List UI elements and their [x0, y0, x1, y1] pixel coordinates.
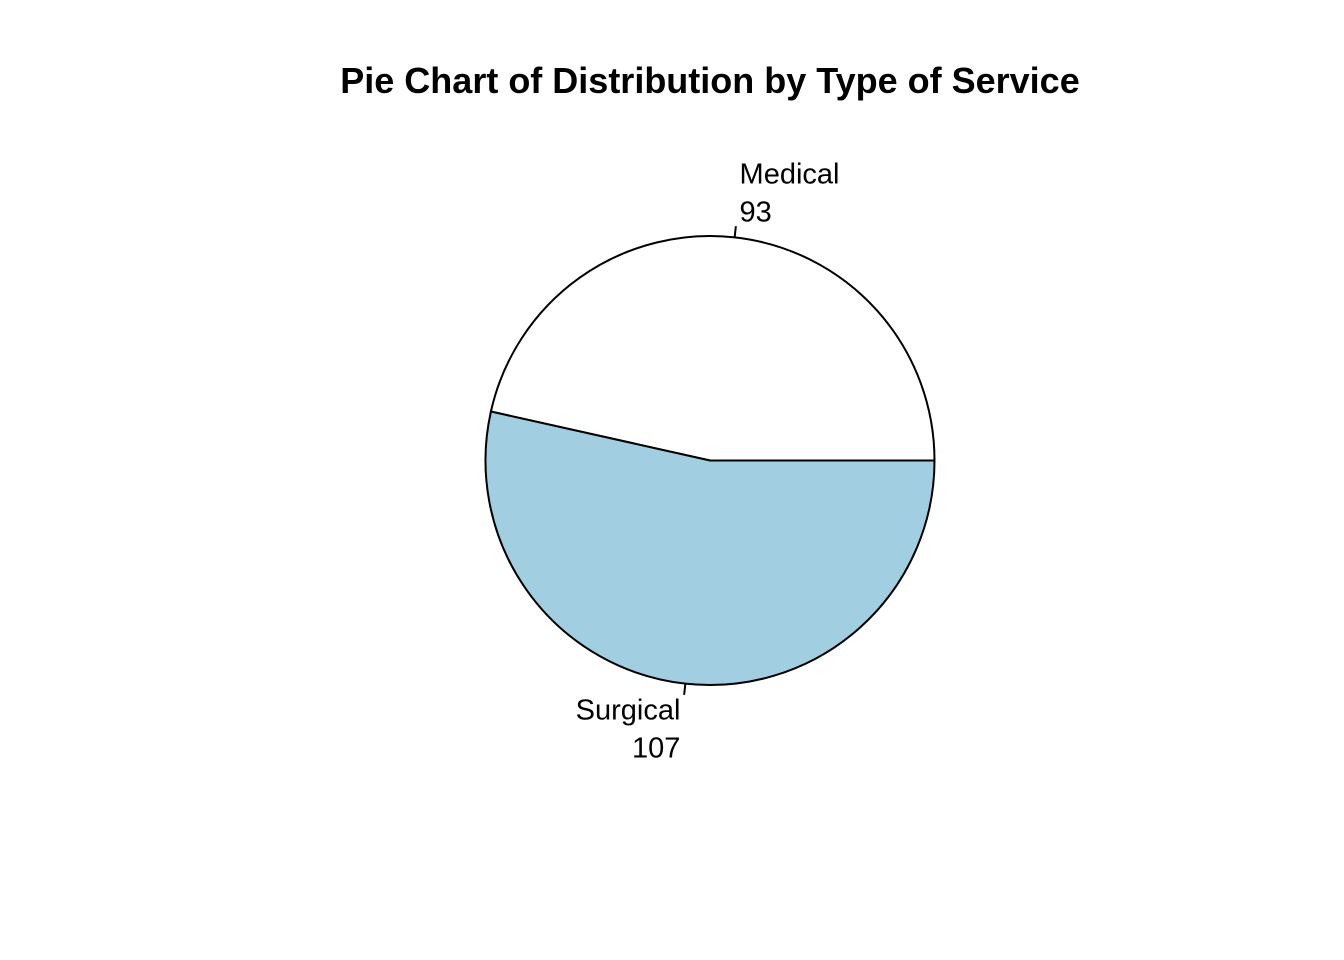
leader-line-surgical [683, 683, 687, 695]
slice-label-medical: Medical [740, 159, 840, 191]
pie-slice-surgical [484, 410, 936, 686]
slice-value-surgical: 107 [632, 732, 680, 764]
chart-title: Pie Chart of Distribution by Type of Ser… [340, 60, 1079, 101]
pie-slice-medical [489, 235, 936, 462]
leader-line-medical [733, 226, 737, 238]
slice-value-medical: 93 [740, 197, 772, 229]
pie-labels: Medical 93 Surgical 107 [576, 159, 840, 765]
pie-slices [484, 235, 936, 686]
slice-label-surgical: Surgical [576, 694, 681, 726]
